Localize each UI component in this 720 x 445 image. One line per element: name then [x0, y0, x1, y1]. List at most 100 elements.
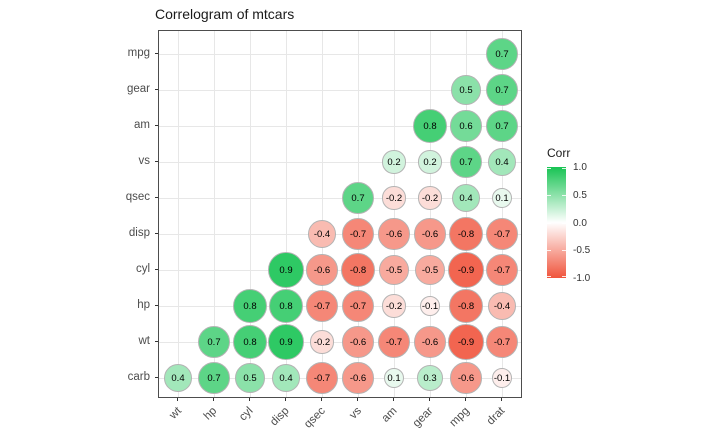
x-label-cyl: cyl: [237, 405, 256, 424]
corr-cell-vs-am: [382, 150, 406, 174]
x-tick-gear: [429, 398, 430, 401]
y-tick-vs: [155, 161, 158, 162]
x-tick-cyl: [249, 398, 250, 401]
corr-cell-disp-vs: [341, 217, 375, 251]
corr-cell-hp-cyl: [232, 288, 268, 324]
legend-bar-tick-left-0.0: [547, 222, 551, 224]
x-label-wt: wt: [166, 405, 184, 422]
corr-cell-disp-qsec: [308, 220, 336, 248]
gridline-h-carb: [159, 378, 521, 379]
corr-cell-cyl-disp: [268, 252, 304, 288]
chart-title: Correlogram of mtcars: [155, 6, 295, 22]
corr-value-gear-mpg: 0.5: [459, 84, 473, 96]
x-tick-hp: [213, 398, 214, 401]
corr-value-carb-hp: 0.7: [207, 372, 221, 384]
corr-value-disp-qsec: -0.4: [313, 228, 331, 240]
legend-bar-tick-left--1.0: [547, 276, 551, 277]
corr-cell-disp-gear: [414, 218, 446, 250]
gridline-v-disp: [286, 31, 287, 397]
corr-cell-carb-qsec: [305, 361, 339, 395]
x-label-drat: drat: [484, 405, 508, 428]
corr-cell-gear-drat: [485, 73, 519, 107]
corr-cell-vs-drat: [488, 148, 516, 176]
corr-value-carb-gear: 0.3: [423, 372, 437, 384]
corr-cell-carb-wt: [164, 364, 192, 392]
gridline-v-drat: [502, 31, 503, 397]
corr-value-wt-mpg: -0.9: [457, 336, 475, 348]
y-label-cyl: cyl: [135, 262, 150, 275]
x-label-am: am: [379, 405, 400, 425]
corr-value-wt-disp: 0.9: [279, 336, 293, 348]
corr-value-wt-drat: -0.7: [493, 336, 511, 348]
corr-value-am-drat: 0.7: [495, 120, 509, 132]
legend-bar-tick-right-1.0: [562, 168, 566, 169]
corr-value-hp-vs: -0.7: [349, 300, 367, 312]
y-tick-carb: [155, 377, 158, 378]
corr-value-hp-disp: 0.8: [279, 300, 293, 312]
gridline-v-gear: [430, 31, 431, 397]
legend-bar-tick-right--1.0: [562, 276, 566, 277]
corr-value-carb-cyl: 0.5: [243, 372, 257, 384]
x-label-disp: disp: [268, 405, 292, 429]
corr-cell-qsec-vs: [341, 181, 375, 215]
legend-bar-tick-right-0.0: [562, 222, 566, 224]
x-tick-disp: [285, 398, 286, 401]
corr-cell-hp-disp: [268, 288, 304, 324]
corr-value-hp-gear: -0.1: [421, 300, 439, 312]
corr-cell-hp-qsec: [305, 289, 339, 323]
corr-cell-carb-gear: [417, 365, 443, 391]
y-label-qsec: qsec: [125, 190, 150, 203]
corr-value-carb-am: 0.1: [387, 372, 401, 384]
corr-cell-am-drat: [485, 109, 519, 143]
y-tick-mpg: [155, 53, 158, 54]
corr-value-hp-qsec: -0.7: [313, 300, 331, 312]
corr-cell-vs-mpg: [449, 145, 483, 179]
gridline-h-wt: [159, 342, 521, 343]
corr-cell-carb-vs: [342, 362, 374, 394]
gridline-v-vs: [358, 31, 359, 397]
gridline-v-hp: [214, 31, 215, 397]
y-label-vs: vs: [138, 154, 151, 167]
gridline-h-disp: [159, 234, 521, 235]
gridline-h-qsec: [159, 198, 521, 199]
corr-value-hp-am: -0.2: [385, 300, 403, 312]
corr-cell-wt-mpg: [448, 324, 484, 360]
corr-value-wt-cyl: 0.8: [243, 336, 257, 348]
x-tick-wt: [177, 398, 178, 401]
corr-cell-cyl-qsec: [306, 254, 338, 286]
corr-cell-cyl-gear: [415, 255, 445, 285]
y-tick-wt: [155, 341, 158, 342]
corr-value-cyl-gear: -0.5: [421, 264, 439, 276]
x-label-gear: gear: [410, 405, 436, 430]
legend-tick-label--1.0: -1.0: [573, 273, 591, 284]
corr-value-carb-drat: -0.1: [493, 372, 511, 384]
corr-value-disp-drat: -0.7: [493, 228, 511, 240]
corr-cell-disp-am: [378, 218, 410, 250]
corr-cell-carb-hp: [197, 361, 231, 395]
plot-panel: 0.7 0.5 0.7 0.8 0.6 0.7 0.2 0.2 0.7 0.4 0.7 -0.2 -0.…: [158, 30, 522, 398]
corr-value-vs-drat: 0.4: [495, 156, 509, 168]
corr-value-vs-gear: 0.2: [423, 156, 437, 168]
x-tick-vs: [357, 398, 358, 401]
corr-cell-cyl-vs: [340, 252, 376, 288]
corr-cell-hp-vs: [341, 289, 375, 323]
corr-value-qsec-am: -0.2: [385, 192, 403, 204]
legend-bar-tick-right--0.5: [562, 250, 566, 252]
corr-value-mpg-drat: 0.7: [495, 48, 509, 60]
legend-tick-label-0.5: 0.5: [573, 189, 587, 201]
legend-gradient-bar: [547, 167, 566, 278]
corr-value-hp-mpg: -0.8: [457, 300, 475, 312]
y-label-gear: gear: [126, 82, 150, 95]
corr-cell-qsec-am: [382, 186, 406, 210]
corr-value-wt-qsec: -0.2: [313, 336, 331, 348]
x-tick-qsec: [321, 398, 322, 401]
corr-cell-qsec-drat: [492, 188, 512, 208]
corr-value-carb-wt: 0.4: [171, 372, 185, 384]
legend-bar-tick-left-0.5: [547, 194, 551, 196]
corr-value-wt-hp: 0.7: [207, 336, 221, 348]
corr-value-carb-disp: 0.4: [279, 372, 293, 384]
y-label-hp: hp: [137, 298, 150, 311]
corr-cell-disp-drat: [485, 217, 519, 251]
corr-value-qsec-drat: 0.1: [495, 192, 509, 204]
